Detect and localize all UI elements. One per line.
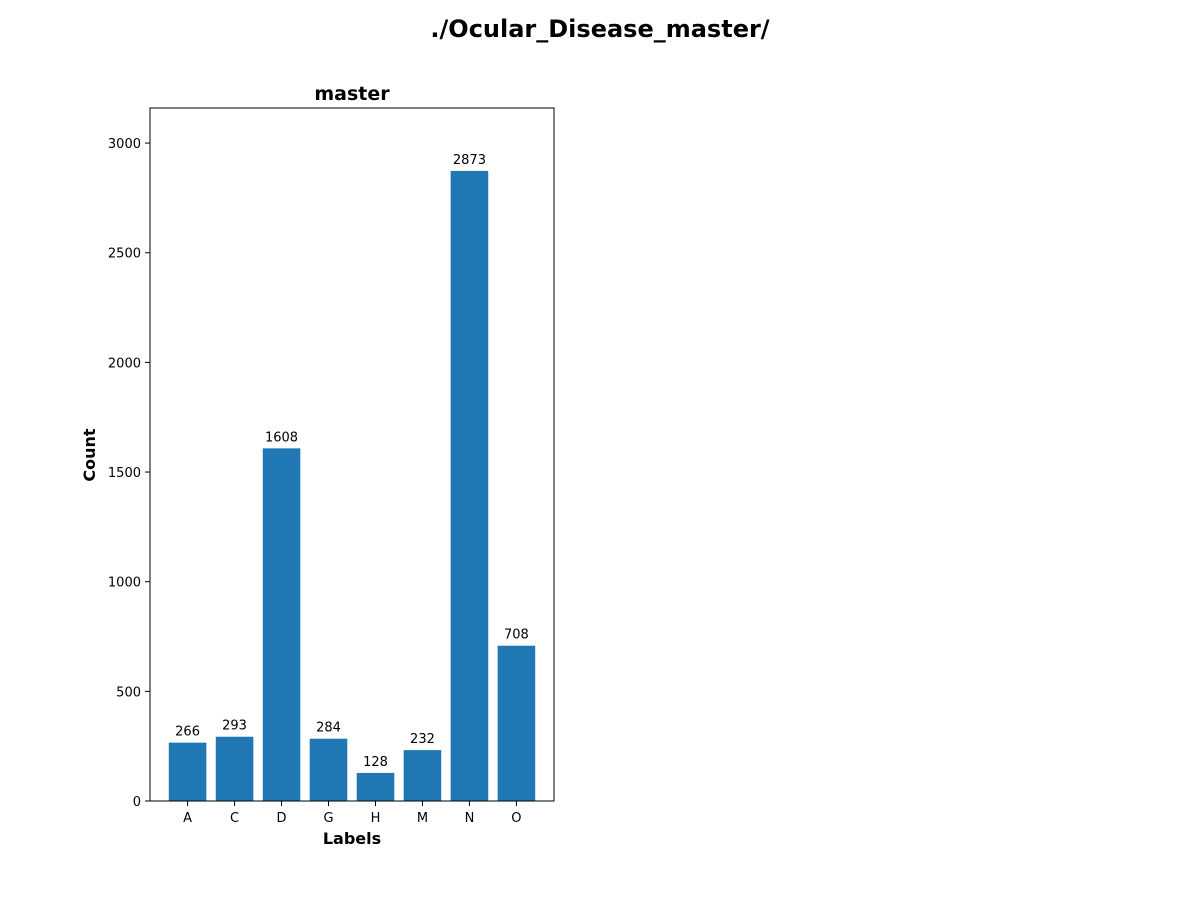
bar-value-label-D: 1608 (265, 430, 298, 445)
bar-N (450, 170, 489, 801)
y-tick-label-500: 500 (116, 685, 141, 700)
bar-M (403, 750, 442, 801)
y-tick-label-1500: 1500 (108, 466, 141, 481)
y-tick-label-1000: 1000 (108, 576, 141, 591)
x-tick-label-C: C (230, 811, 239, 826)
bar-A (168, 742, 207, 801)
x-tick-label-O: O (511, 811, 521, 826)
bar-H (356, 772, 395, 801)
x-tick-label-D: D (277, 811, 287, 826)
x-tick-label-A: A (183, 811, 192, 826)
bar-O (497, 645, 536, 801)
bar-value-label-O: 708 (504, 628, 529, 643)
y-tick-label-3000: 3000 (108, 137, 141, 152)
bar-G (309, 738, 348, 801)
x-tick-label-H: H (371, 811, 381, 826)
figure-suptitle: ./Ocular_Disease_master/ (430, 15, 769, 43)
x-tick-label-M: M (417, 811, 428, 826)
bar-value-label-A: 266 (175, 725, 200, 740)
bar-C (215, 736, 254, 801)
axes-title: master (314, 83, 390, 105)
x-axis-label: Labels (323, 829, 381, 848)
axes-frame (149, 107, 555, 802)
x-tick-label-N: N (465, 811, 475, 826)
bar-value-label-G: 284 (316, 721, 341, 736)
bar-value-label-M: 232 (410, 732, 435, 747)
bar-value-label-H: 128 (363, 755, 388, 770)
y-tick-label-0: 0 (133, 795, 141, 810)
x-tick-label-G: G (323, 811, 333, 826)
plot-area: 266 293 1608 284 128 232 2873 708 A C D G H M N O 0 500 10… (108, 107, 555, 826)
bar-value-label-N: 2873 (453, 153, 486, 168)
y-axis-label: Count (80, 428, 99, 482)
bar-D (262, 448, 301, 801)
bar-value-label-C: 293 (222, 719, 247, 734)
y-tick-label-2000: 2000 (108, 356, 141, 371)
y-tick-label-2500: 2500 (108, 247, 141, 262)
